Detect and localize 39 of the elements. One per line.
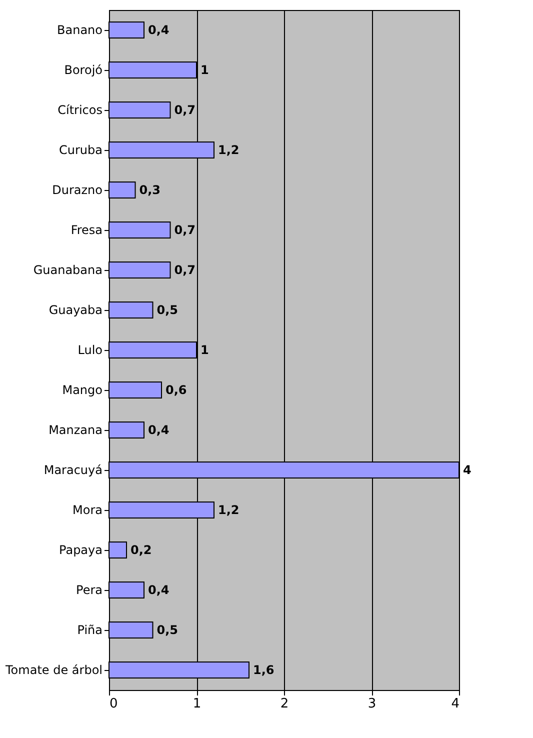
data-label: 1 xyxy=(200,343,209,357)
data-label: 1,2 xyxy=(218,143,240,157)
x-tick-label: 3 xyxy=(368,696,376,712)
data-label: 0,6 xyxy=(166,383,187,397)
y-tick-label: Piña xyxy=(77,623,102,637)
data-label: 0,7 xyxy=(174,263,196,277)
data-label: 0,2 xyxy=(130,543,152,557)
x-tick-label: 1 xyxy=(192,696,202,712)
y-tick-label: Fresa xyxy=(70,223,102,237)
data-label: 0,4 xyxy=(148,583,170,597)
y-tick-label: Cítricos xyxy=(58,103,102,117)
y-tick-label: Manzana xyxy=(48,423,102,437)
data-label: 0,4 xyxy=(148,423,170,437)
data-label: 1,2 xyxy=(218,503,240,517)
y-tick-label: Tomate de árbol xyxy=(4,663,102,677)
y-tick-label: Curuba xyxy=(59,143,102,157)
y-tick-label: Pera xyxy=(76,583,102,597)
y-tick-label: Maracuyá xyxy=(44,463,102,477)
data-label: 1 xyxy=(200,63,209,77)
y-tick-label: Banano xyxy=(57,23,102,37)
x-tick-label: 0 xyxy=(110,696,118,712)
x-tick-label: 2 xyxy=(280,696,289,712)
data-label: 0,7 xyxy=(174,223,196,237)
data-label: 0,5 xyxy=(156,303,178,317)
y-tick-label: Guayaba xyxy=(48,303,102,317)
y-tick-label: Borojó xyxy=(64,63,102,77)
x-tick-label: 4 xyxy=(451,696,460,712)
y-tick-label: Mora xyxy=(72,503,102,517)
data-label: 0,5 xyxy=(156,623,178,637)
y-tick-label: Papaya xyxy=(59,543,102,557)
data-label: 0,4 xyxy=(148,23,170,37)
data-label: 1,6 xyxy=(253,663,274,677)
y-tick-label: Durazno xyxy=(52,183,102,197)
y-tick-label: Mango xyxy=(62,383,102,397)
data-label: 0,7 xyxy=(174,103,196,117)
data-label: 0,3 xyxy=(139,183,161,197)
y-tick-label: Guanabana xyxy=(33,263,102,277)
y-tick-label: Lulo xyxy=(78,343,102,357)
data-label: 4 xyxy=(463,463,472,477)
